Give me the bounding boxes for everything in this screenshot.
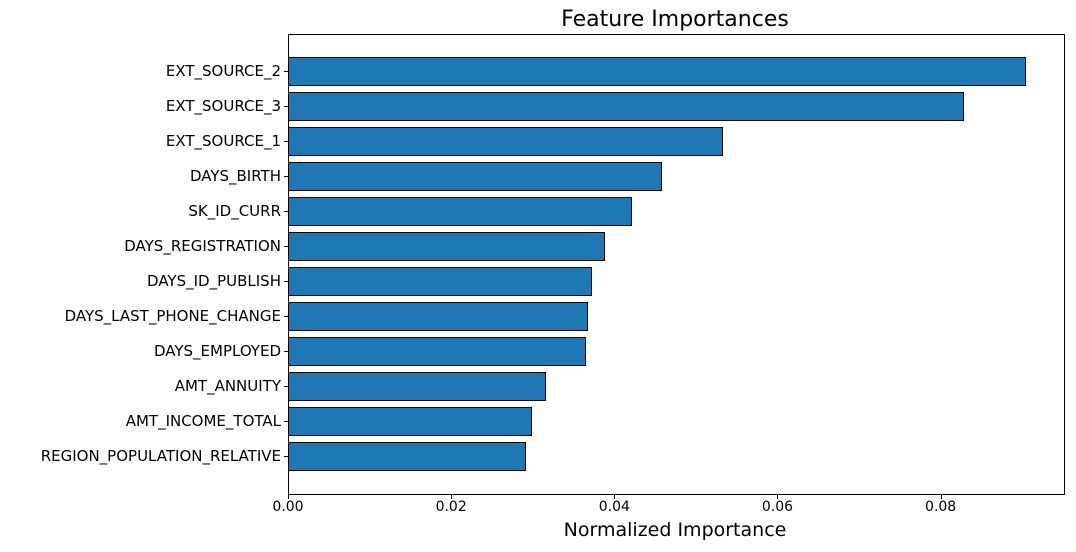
x-tick-mark	[777, 494, 779, 499]
y-tick-mark	[284, 421, 288, 422]
bar-days_birth	[288, 161, 662, 191]
y-tick-label: AMT_INCOME_TOTAL	[125, 412, 281, 430]
y-tick-label: DAYS_BIRTH	[189, 167, 281, 185]
x-tick-mark	[288, 494, 289, 499]
bar-days_last_phone_change	[288, 301, 589, 331]
y-tick-label: DAYS_ID_PUBLISH	[147, 272, 281, 290]
bar-ext_source_2	[288, 56, 1027, 86]
y-tick-label: REGION_POPULATION_RELATIVE	[40, 447, 281, 465]
y-tick-label: AMT_ANNUITY	[174, 377, 281, 395]
y-tick-label: EXT_SOURCE_2	[165, 62, 281, 80]
y-tick-label: SK_ID_CURR	[188, 202, 281, 220]
y-tick-label: DAYS_REGISTRATION	[124, 237, 281, 255]
y-tick-mark	[284, 141, 288, 142]
y-tick-mark	[284, 386, 288, 387]
y-tick-mark	[284, 351, 288, 352]
bar-sk_id_curr	[288, 196, 633, 226]
y-tick-label: DAYS_EMPLOYED	[153, 342, 281, 360]
x-tick-mark	[614, 494, 616, 499]
bar-amt_income_total	[288, 406, 532, 436]
y-tick-mark	[284, 106, 288, 107]
bar-days_id_publish	[288, 266, 593, 296]
x-tick-label: 0.04	[598, 499, 630, 515]
chart-title: Feature Importances	[561, 7, 789, 32]
y-tick-label: DAYS_LAST_PHONE_CHANGE	[64, 307, 281, 325]
x-tick-mark	[940, 494, 942, 499]
bar-days_employed	[288, 336, 586, 366]
y-tick-mark	[284, 71, 288, 72]
y-tick-mark	[284, 316, 288, 317]
x-tick-label: 0.02	[435, 499, 467, 515]
y-tick-mark	[284, 281, 288, 282]
x-tick-label: 0.00	[272, 499, 304, 515]
bar-ext_source_1	[288, 126, 723, 156]
bar-ext_source_3	[288, 91, 965, 121]
x-tick-mark	[451, 494, 453, 499]
x-tick-label: 0.08	[925, 499, 957, 515]
bar-days_registration	[288, 231, 605, 261]
y-tick-mark	[284, 211, 288, 212]
y-tick-mark	[284, 176, 288, 177]
y-tick-mark	[284, 246, 288, 247]
bar-amt_annuity	[288, 371, 546, 401]
x-axis-label: Normalized Importance	[563, 519, 787, 541]
x-tick-label: 0.06	[761, 499, 794, 515]
y-tick-label: EXT_SOURCE_3	[165, 97, 281, 115]
y-tick-mark	[284, 456, 288, 457]
y-tick-label: EXT_SOURCE_1	[165, 132, 281, 150]
bar-region_population_relative	[288, 441, 527, 471]
